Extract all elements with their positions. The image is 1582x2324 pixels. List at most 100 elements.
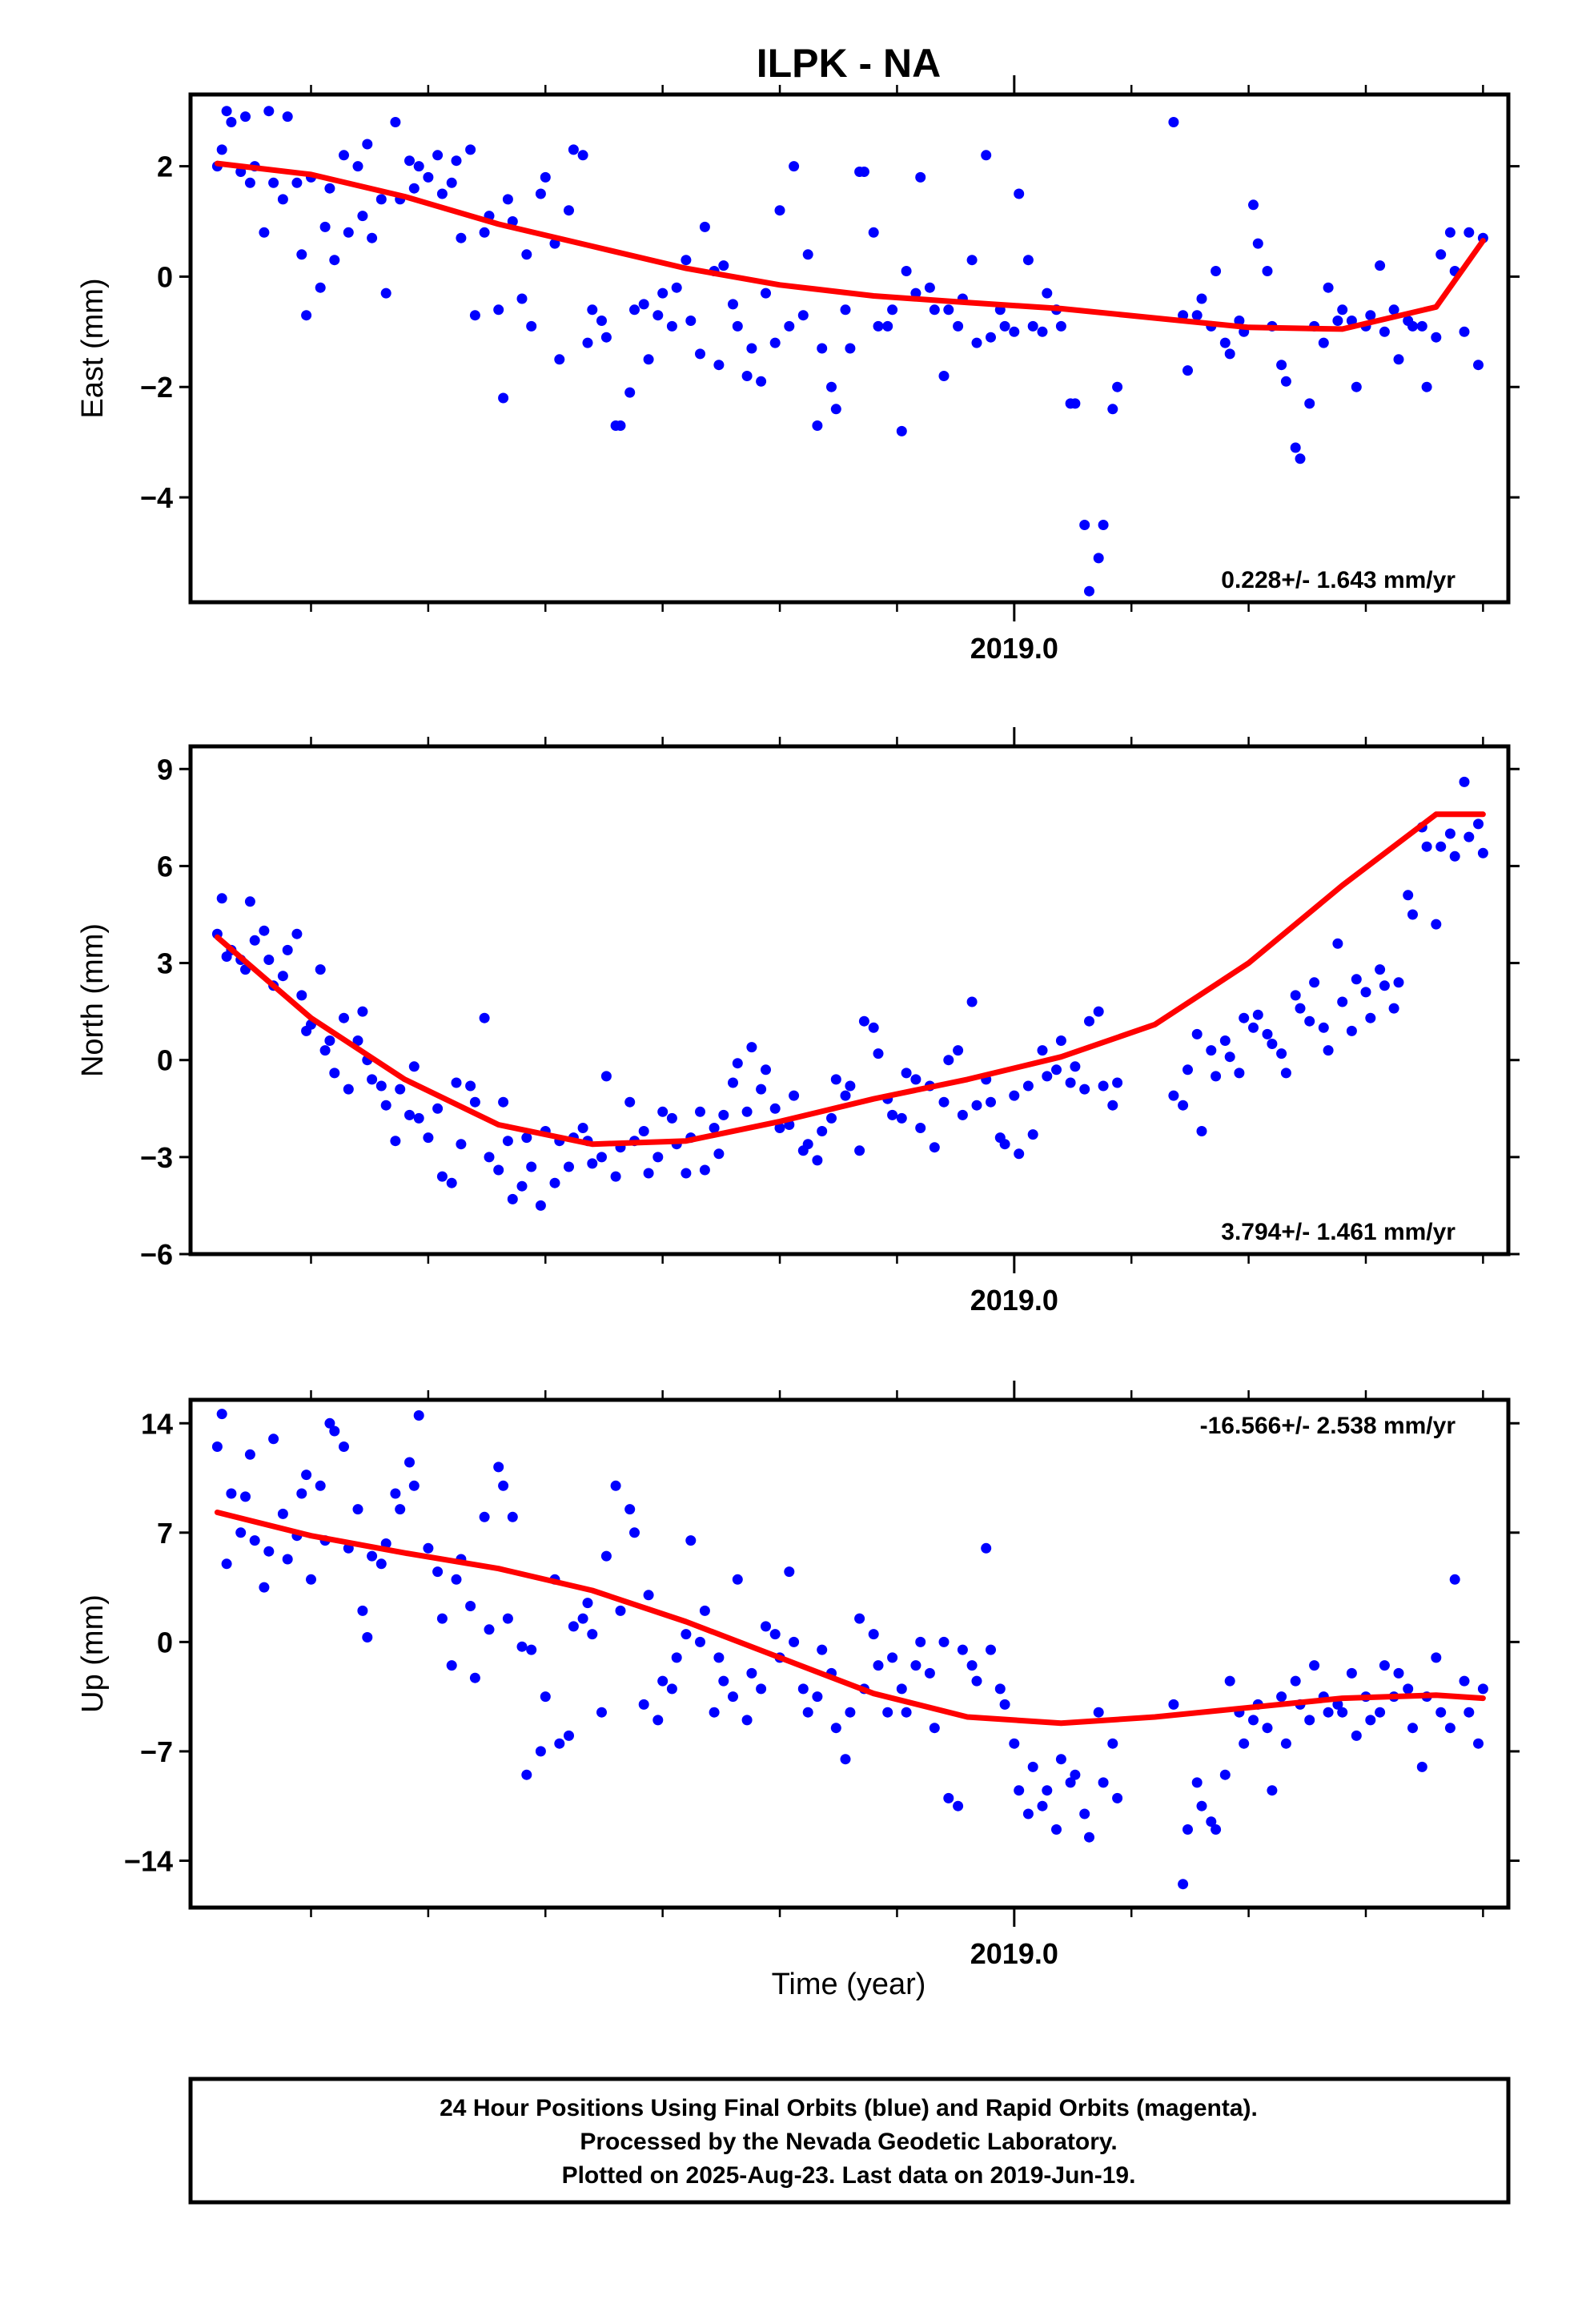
data-point <box>957 1109 968 1120</box>
data-point <box>1304 1715 1315 1726</box>
data-point <box>432 1566 444 1578</box>
data-point <box>521 1769 532 1780</box>
data-point <box>343 227 354 238</box>
data-point <box>540 171 551 183</box>
data-point <box>1464 227 1475 238</box>
data-point <box>1037 1800 1048 1811</box>
data-point <box>643 1168 654 1179</box>
data-point <box>981 150 992 161</box>
data-point <box>324 1035 335 1046</box>
data-point <box>915 1123 926 1133</box>
caption-line-2: Processed by the Nevada Geodetic Laborat… <box>580 2129 1117 2155</box>
data-point <box>826 1112 837 1124</box>
data-point <box>1379 1660 1390 1671</box>
data-point <box>600 1071 612 1082</box>
data-point <box>882 1707 893 1718</box>
data-point <box>301 310 312 321</box>
up-fit-line <box>214 1510 1486 1727</box>
data-point <box>615 1605 626 1616</box>
data-point <box>1168 1090 1179 1101</box>
data-point <box>789 1090 800 1101</box>
data-point <box>1014 188 1025 199</box>
data-point <box>577 150 588 161</box>
data-point <box>868 1629 879 1640</box>
data-point <box>1444 227 1456 238</box>
data-point <box>929 1723 940 1734</box>
data-point <box>840 1090 851 1101</box>
data-point <box>1379 980 1390 991</box>
data-point <box>1037 326 1048 337</box>
data-point <box>1346 316 1357 326</box>
data-point <box>1219 1035 1231 1046</box>
data-point <box>1407 909 1418 920</box>
y-tick-label: 0 <box>157 1044 173 1077</box>
y-tick-label: −14 <box>124 1844 173 1877</box>
data-point <box>1037 1045 1048 1056</box>
data-point <box>479 1511 490 1522</box>
data-point <box>1444 1723 1456 1734</box>
data-point <box>249 1535 260 1546</box>
data-point <box>526 320 537 332</box>
data-point <box>259 925 270 936</box>
data-point <box>263 106 275 117</box>
data-point <box>1407 1723 1418 1734</box>
up-frame <box>188 1397 1511 1910</box>
data-point <box>873 320 884 332</box>
data-point <box>868 1022 879 1033</box>
data-point <box>924 1667 935 1679</box>
data-point <box>296 1488 307 1499</box>
data-point <box>1375 1707 1386 1718</box>
data-point <box>986 332 996 343</box>
data-point <box>315 964 326 975</box>
data-point <box>1290 442 1301 453</box>
data-point <box>1234 1068 1245 1079</box>
data-point <box>1093 1707 1104 1718</box>
data-point <box>971 1675 982 1687</box>
data-point <box>357 1006 368 1017</box>
data-point <box>1323 282 1334 293</box>
data-point <box>493 304 504 316</box>
data-point <box>681 1168 692 1179</box>
data-point <box>812 1155 823 1166</box>
data-point <box>1431 332 1442 343</box>
data-point <box>423 1542 434 1554</box>
data-point <box>1098 520 1109 530</box>
data-point <box>1206 1816 1217 1827</box>
data-point <box>493 1164 504 1176</box>
data-point <box>896 425 907 436</box>
x-tick-label: 2019.0 <box>970 632 1058 665</box>
data-point <box>1042 1785 1053 1796</box>
data-point <box>1178 1879 1189 1890</box>
data-point <box>216 144 227 155</box>
data-point <box>319 221 331 232</box>
data-point <box>375 1558 387 1570</box>
data-point <box>854 1145 865 1156</box>
data-point <box>1248 1022 1259 1033</box>
data-point <box>535 1200 546 1211</box>
data-point <box>695 1106 705 1117</box>
data-point <box>1403 1683 1414 1695</box>
data-point <box>1267 1039 1278 1049</box>
data-point <box>404 1109 415 1120</box>
data-point <box>1280 1738 1291 1749</box>
data-point <box>502 194 513 205</box>
data-point <box>638 299 649 310</box>
data-point <box>966 255 978 266</box>
data-point <box>1421 381 1432 392</box>
data-point <box>981 1542 992 1554</box>
data-point <box>1014 1148 1025 1160</box>
data-point <box>845 343 856 354</box>
data-point <box>1079 520 1090 530</box>
data-point <box>769 1103 781 1114</box>
y-tick-label: −4 <box>140 481 173 514</box>
east-rate-label: 0.228+/- 1.643 mm/yr <box>1221 567 1456 593</box>
data-point <box>1388 1003 1399 1014</box>
data-point <box>1070 1769 1081 1780</box>
y-tick-label: 3 <box>157 947 173 980</box>
data-point <box>216 1409 227 1420</box>
data-point <box>994 1683 1006 1695</box>
data-point <box>896 1112 907 1124</box>
data-point <box>718 1675 729 1687</box>
data-point <box>1191 1028 1203 1039</box>
data-point <box>840 1754 851 1765</box>
